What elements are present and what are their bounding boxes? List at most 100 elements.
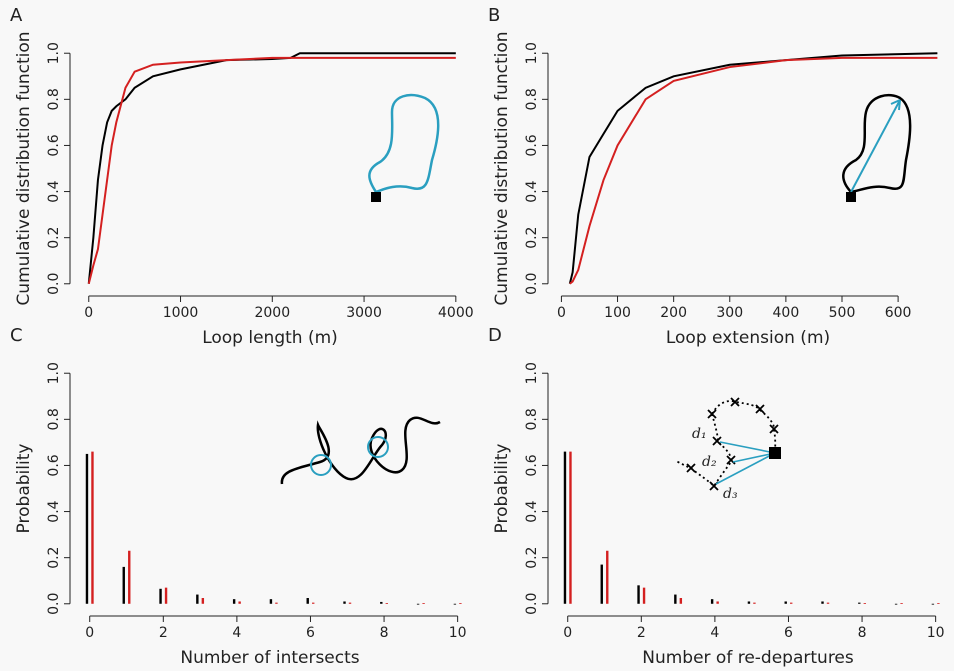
bar	[863, 603, 867, 604]
x-tick-label: 0	[84, 305, 93, 321]
cdf-line	[87, 52, 456, 284]
x-tick-label: 200	[660, 305, 687, 321]
bar	[790, 602, 793, 604]
bar	[343, 601, 346, 604]
bar	[422, 603, 425, 604]
bar	[348, 602, 352, 604]
x-tick-label: 4	[232, 625, 241, 641]
bar	[416, 603, 420, 605]
y-tick-label: 0.8	[524, 88, 540, 110]
bar	[196, 594, 199, 604]
y-tick-label: 0.2	[46, 547, 62, 569]
x-tick-label: 2	[159, 625, 168, 641]
bar	[306, 598, 309, 604]
bar	[85, 453, 89, 604]
x-tick-label: 8	[380, 625, 389, 641]
bar	[201, 598, 205, 604]
x-tick-label: 300	[716, 305, 743, 321]
bar	[674, 594, 677, 604]
panel-label: D	[488, 325, 502, 346]
panel-label: A	[10, 5, 23, 26]
x-tick-label: 0	[557, 305, 566, 321]
bar	[600, 564, 603, 604]
x-tick-label: 4000	[438, 305, 474, 321]
x-tick-label: 600	[885, 305, 912, 321]
y-tick-label: 0.6	[524, 454, 540, 476]
bar	[858, 602, 861, 604]
x-axis-title: Loop extension (m)	[666, 328, 830, 348]
bar	[637, 585, 640, 604]
y-tick-label: 0.0	[524, 273, 540, 295]
panel-label: B	[488, 5, 500, 26]
x-axis-title: Number of intersects	[180, 648, 359, 668]
bar	[710, 599, 714, 604]
x-tick-label: 400	[773, 305, 800, 321]
x-tick-label: 10	[449, 625, 467, 641]
bar	[312, 602, 315, 604]
y-tick-label: 1.0	[524, 362, 540, 384]
y-axis-title: Probability	[14, 444, 34, 534]
bar	[642, 587, 646, 604]
bar	[122, 566, 125, 604]
bar	[931, 603, 935, 605]
x-tick-label: 8	[858, 625, 867, 641]
y-tick-label: 1.0	[46, 362, 62, 384]
bar	[159, 588, 162, 604]
y-tick-label: 0.0	[524, 593, 540, 615]
bar	[569, 451, 572, 604]
inset-redepartures	[675, 397, 781, 491]
y-tick-label: 0.0	[46, 593, 62, 615]
x-tick-label: 2	[637, 625, 646, 641]
x-axis-title: Loop length (m)	[202, 328, 338, 348]
y-tick-label: 0.6	[46, 454, 62, 476]
bar	[937, 603, 940, 604]
bar	[380, 601, 383, 604]
y-tick-label: 0.4	[524, 180, 540, 202]
panel-label: C	[10, 325, 23, 346]
bar	[385, 603, 389, 604]
y-tick-label: 0.6	[46, 134, 62, 156]
bar	[164, 587, 168, 604]
inset-loop	[368, 94, 440, 202]
y-axis-title: Cumulative distribution function	[14, 31, 34, 305]
cdf-line	[569, 56, 938, 285]
y-tick-label: 0.8	[46, 408, 62, 430]
inset-intersects	[280, 416, 441, 485]
annotation: d₂	[702, 454, 717, 470]
y-tick-label: 1.0	[524, 42, 540, 64]
bar	[716, 601, 719, 604]
y-tick-label: 0.2	[524, 547, 540, 569]
cdf-line	[87, 56, 456, 285]
bar	[459, 603, 462, 604]
x-tick-label: 4	[710, 625, 719, 641]
bar	[563, 451, 567, 604]
x-tick-label: 1000	[163, 305, 199, 321]
y-tick-label: 0.6	[524, 134, 540, 156]
y-tick-label: 0.8	[46, 88, 62, 110]
bar	[91, 451, 94, 604]
y-tick-label: 0.4	[524, 500, 540, 522]
x-tick-label: 6	[306, 625, 315, 641]
bar	[606, 550, 609, 604]
x-tick-label: 0	[85, 625, 94, 641]
y-tick-label: 0.4	[46, 500, 62, 522]
y-tick-label: 0.0	[46, 273, 62, 295]
bar	[128, 550, 131, 604]
bar	[275, 602, 278, 604]
x-tick-label: 10	[927, 625, 945, 641]
inset-extension	[842, 94, 912, 202]
y-tick-label: 0.4	[46, 180, 62, 202]
y-axis-title: Cumulative distribution function	[492, 31, 512, 305]
bar	[753, 602, 756, 604]
bar	[784, 601, 787, 604]
annotation: d₁	[692, 426, 707, 442]
bar	[821, 601, 824, 604]
x-tick-label: 0	[563, 625, 572, 641]
bar	[232, 599, 236, 604]
bar	[679, 598, 683, 604]
y-tick-label: 0.2	[46, 227, 62, 249]
y-tick-label: 0.8	[524, 408, 540, 430]
